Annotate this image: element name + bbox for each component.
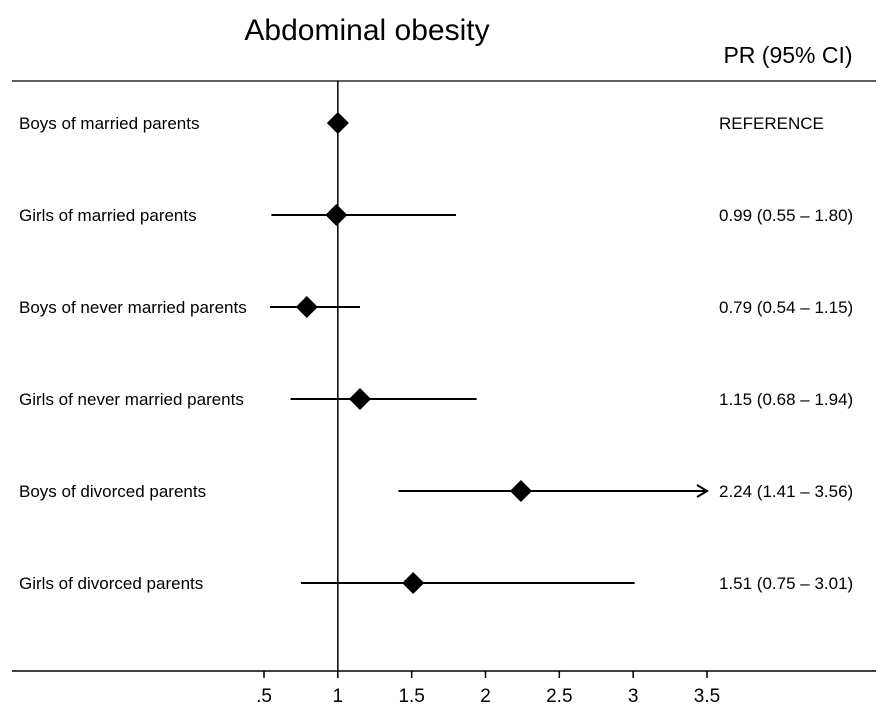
forest-row: Girls of never married parents 1.15 (0.68… xyxy=(19,388,853,410)
estimate-text: REFERENCE xyxy=(719,114,824,133)
x-tick-label: 1 xyxy=(333,686,344,706)
ci-arrow-right xyxy=(696,484,709,498)
row-label: Boys of never married parents xyxy=(19,298,247,317)
x-tick-label: 3.5 xyxy=(694,686,720,706)
forest-row: Boys of married parents REFERENCE xyxy=(19,112,824,134)
estimate-text: 0.79 (0.54 – 1.15) xyxy=(719,298,853,317)
point-estimate-marker xyxy=(402,572,425,594)
x-tick-label: .5 xyxy=(256,686,272,706)
chart-title: Abdominal obesity xyxy=(244,14,489,47)
x-tick-label: 2 xyxy=(480,686,491,706)
forest-row: Boys of divorced parents 2.24 (1.41 – 3.5… xyxy=(19,480,853,502)
row-label: Girls of divorced parents xyxy=(19,574,203,593)
row-label: Boys of married parents xyxy=(19,114,199,133)
estimate-text: 2.24 (1.41 – 3.56) xyxy=(719,482,853,501)
forest-row: Girls of divorced parents 1.51 (0.75 – 3.… xyxy=(19,572,853,594)
x-axis-ticks: .5 1 1.5 2 2.5 3 3.5 xyxy=(256,671,720,706)
row-label: Boys of divorced parents xyxy=(19,482,206,501)
x-tick-label: 3 xyxy=(628,686,639,706)
row-label: Girls of never married parents xyxy=(19,390,244,409)
forest-row: Boys of never married parents 0.79 (0.54 … xyxy=(19,296,853,318)
row-label: Girls of married parents xyxy=(19,206,197,225)
forest-rows: Boys of married parents REFERENCE Girls of… xyxy=(19,112,853,594)
estimate-text: 0.99 (0.55 – 1.80) xyxy=(719,206,853,225)
point-estimate-marker xyxy=(326,112,349,134)
x-tick-label: 1.5 xyxy=(398,686,424,706)
point-estimate-marker xyxy=(295,296,318,318)
x-tick-label: 2.5 xyxy=(546,686,572,706)
estimate-text: 1.51 (0.75 – 3.01) xyxy=(719,574,853,593)
point-estimate-marker xyxy=(509,480,532,502)
point-estimate-marker xyxy=(348,388,371,410)
estimate-column-header: PR (95% CI) xyxy=(723,42,852,68)
forest-row: Girls of married parents 0.99 (0.55 – 1.8… xyxy=(19,204,853,226)
estimate-text: 1.15 (0.68 – 1.94) xyxy=(719,390,853,409)
point-estimate-marker xyxy=(325,204,348,226)
